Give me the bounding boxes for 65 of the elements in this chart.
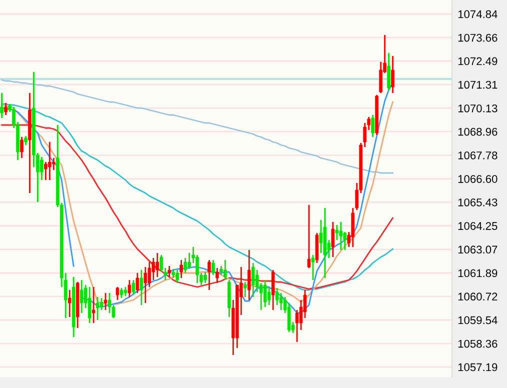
y-tick-label: 1057.19: [458, 363, 498, 372]
candlestick: [0, 92, 4, 119]
candlestick: [271, 269, 275, 311]
y-tick-label: 1068.96: [458, 128, 498, 136]
candlestick: [4, 102, 8, 116]
candlestick: [295, 309, 299, 343]
candlestick: [371, 114, 374, 138]
candlestick: [184, 257, 187, 274]
candlestick: [216, 267, 219, 284]
candlestick: [88, 286, 92, 324]
y-tick-label: 1071.31: [458, 80, 498, 89]
candlestick: [331, 221, 335, 258]
candlestick: [279, 292, 283, 311]
candlestick: [100, 297, 104, 311]
candlestick: [120, 287, 124, 299]
candlestick: [247, 249, 251, 301]
candlestick: [96, 296, 100, 321]
candlestick: [391, 55, 394, 94]
candlestick: [68, 289, 72, 318]
y-tick-label: 1065.43: [458, 198, 498, 206]
candlestick: [132, 279, 136, 296]
candlestick: [108, 292, 112, 314]
candlestick: [243, 281, 247, 298]
y-tick-label: 1058.36: [458, 340, 498, 348]
candlestick: [20, 136, 24, 159]
y-tick-label: 1072.49: [458, 57, 498, 66]
line-series: [1, 79, 394, 174]
y-tick-label: 1073.66: [458, 34, 498, 42]
candlestick: [80, 279, 84, 314]
y-tick-label: 1064.25: [458, 222, 498, 230]
candlestick: [48, 141, 52, 181]
candlestick: [40, 156, 44, 181]
candlestick: [176, 269, 179, 284]
y-tick-label: 1061.89: [458, 269, 498, 278]
candlestick: [263, 279, 267, 308]
candlestick: [180, 259, 183, 279]
candlestick: [208, 259, 211, 291]
candlestick: [204, 271, 207, 284]
candlestick: [311, 254, 315, 281]
candlestick: [52, 157, 56, 171]
y-tick-label: 1066.60: [458, 175, 498, 183]
candlestick: [319, 219, 323, 254]
candlestick: [128, 279, 132, 298]
candlestick: [339, 221, 343, 251]
candlestick: [212, 259, 215, 276]
candlestick: [251, 262, 255, 298]
y-tick-label: 1074.84: [458, 10, 498, 18]
candlestick: [387, 52, 390, 91]
candlestick: [92, 286, 96, 324]
y-tick-label: 1070.13: [458, 104, 498, 112]
candlestick: [267, 287, 271, 306]
candlestick: [224, 259, 227, 281]
y-tick-label: 1067.78: [458, 151, 498, 160]
y-tick-label: 1060.72: [458, 292, 498, 301]
candlestick: [116, 286, 120, 301]
candlestick: [144, 266, 148, 304]
y-tick-label: 1059.54: [458, 316, 498, 324]
y-tick-label: 1063.07: [458, 246, 498, 254]
candlestick: [275, 287, 279, 306]
candlestick: [136, 272, 140, 294]
candlestick: [104, 292, 108, 311]
candlestick: [307, 204, 311, 269]
candlestick: [168, 265, 171, 278]
candlestick: [156, 252, 160, 278]
candlestick: [140, 269, 144, 306]
